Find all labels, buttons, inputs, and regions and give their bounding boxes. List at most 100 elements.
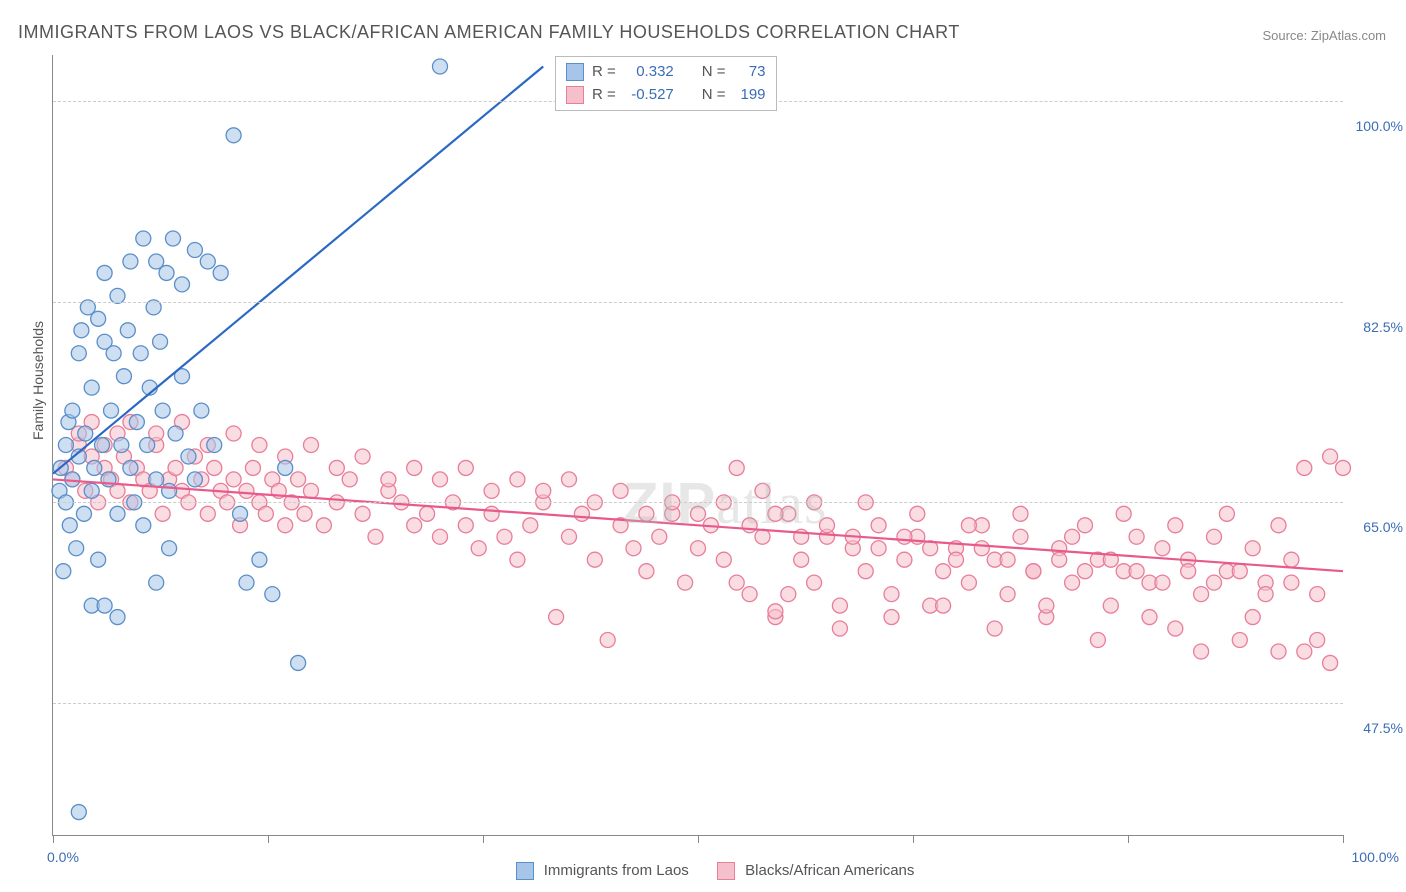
scatter-point xyxy=(155,506,170,521)
x-tick xyxy=(483,835,484,843)
stats-swatch-series1 xyxy=(566,63,584,81)
scatter-point xyxy=(291,655,306,670)
scatter-point xyxy=(187,472,202,487)
scatter-point xyxy=(1129,564,1144,579)
scatter-point xyxy=(123,460,138,475)
scatter-point xyxy=(1194,644,1209,659)
r-label: R = xyxy=(592,61,616,84)
n-value-1: 73 xyxy=(734,61,766,84)
scatter-point xyxy=(484,506,499,521)
y-axis-label: Family Households xyxy=(30,321,46,440)
scatter-point xyxy=(574,506,589,521)
scatter-point xyxy=(729,575,744,590)
scatter-point xyxy=(278,518,293,533)
y-tick-label: 100.0% xyxy=(1356,118,1403,134)
y-tick-label: 82.5% xyxy=(1363,319,1403,335)
scatter-point xyxy=(120,323,135,338)
scatter-point xyxy=(110,506,125,521)
legend-label-series2: Blacks/African Americans xyxy=(745,862,914,879)
scatter-point xyxy=(691,506,706,521)
scatter-point xyxy=(742,587,757,602)
scatter-point xyxy=(129,415,144,430)
scatter-point xyxy=(159,265,174,280)
scatter-point xyxy=(1013,506,1028,521)
scatter-point xyxy=(484,483,499,498)
stats-row-series1: R = 0.332 N = 73 xyxy=(566,61,766,84)
scatter-point xyxy=(1000,552,1015,567)
scatter-point xyxy=(304,483,319,498)
scatter-point xyxy=(91,311,106,326)
scatter-point xyxy=(949,552,964,567)
scatter-point xyxy=(781,587,796,602)
scatter-point xyxy=(84,483,99,498)
legend-label-series1: Immigrants from Laos xyxy=(544,862,689,879)
scatter-point xyxy=(58,438,73,453)
scatter-point xyxy=(207,438,222,453)
scatter-point xyxy=(95,438,110,453)
scatter-point xyxy=(871,541,886,556)
scatter-point xyxy=(110,610,125,625)
scatter-point xyxy=(1052,552,1067,567)
scatter-point xyxy=(884,587,899,602)
scatter-point xyxy=(1207,529,1222,544)
scatter-point xyxy=(1284,552,1299,567)
scatter-point xyxy=(1181,564,1196,579)
scatter-point xyxy=(1245,541,1260,556)
r-value-2: -0.527 xyxy=(624,84,674,107)
scatter-point xyxy=(1078,564,1093,579)
scatter-point xyxy=(1013,529,1028,544)
scatter-point xyxy=(871,518,886,533)
scatter-point xyxy=(613,483,628,498)
scatter-point xyxy=(1310,587,1325,602)
scatter-point xyxy=(1129,529,1144,544)
scatter-point xyxy=(69,541,84,556)
scatter-point xyxy=(1039,598,1054,613)
scatter-point xyxy=(278,460,293,475)
stats-legend-box: R = 0.332 N = 73 R = -0.527 N = 199 xyxy=(555,56,777,111)
scatter-point xyxy=(729,460,744,475)
scatter-point xyxy=(832,598,847,613)
scatter-point xyxy=(1026,564,1041,579)
scatter-point xyxy=(133,346,148,361)
scatter-point xyxy=(304,438,319,453)
scatter-point xyxy=(1219,506,1234,521)
scatter-point xyxy=(910,506,925,521)
r-value-1: 0.332 xyxy=(624,61,674,84)
scatter-plot-svg xyxy=(53,55,1343,835)
stats-row-series2: R = -0.527 N = 199 xyxy=(566,84,766,107)
scatter-point xyxy=(407,460,422,475)
scatter-point xyxy=(1194,587,1209,602)
scatter-point xyxy=(140,438,155,453)
scatter-point xyxy=(1297,644,1312,659)
scatter-point xyxy=(549,610,564,625)
scatter-point xyxy=(1103,598,1118,613)
scatter-point xyxy=(194,403,209,418)
scatter-point xyxy=(626,541,641,556)
scatter-point xyxy=(149,575,164,590)
scatter-point xyxy=(65,403,80,418)
scatter-point xyxy=(961,575,976,590)
scatter-point xyxy=(355,449,370,464)
scatter-point xyxy=(1155,575,1170,590)
scatter-point xyxy=(1284,575,1299,590)
scatter-point xyxy=(78,426,93,441)
scatter-point xyxy=(200,254,215,269)
scatter-point xyxy=(181,449,196,464)
scatter-point xyxy=(207,460,222,475)
scatter-point xyxy=(936,564,951,579)
scatter-point xyxy=(433,59,448,74)
scatter-point xyxy=(1116,506,1131,521)
scatter-point xyxy=(239,575,254,590)
scatter-point xyxy=(768,604,783,619)
scatter-point xyxy=(974,541,989,556)
scatter-point xyxy=(1065,529,1080,544)
scatter-point xyxy=(62,518,77,533)
scatter-point xyxy=(165,231,180,246)
scatter-point xyxy=(226,128,241,143)
scatter-point xyxy=(87,460,102,475)
scatter-point xyxy=(97,265,112,280)
scatter-point xyxy=(239,483,254,498)
scatter-point xyxy=(155,403,170,418)
scatter-point xyxy=(1245,610,1260,625)
scatter-point xyxy=(820,518,835,533)
